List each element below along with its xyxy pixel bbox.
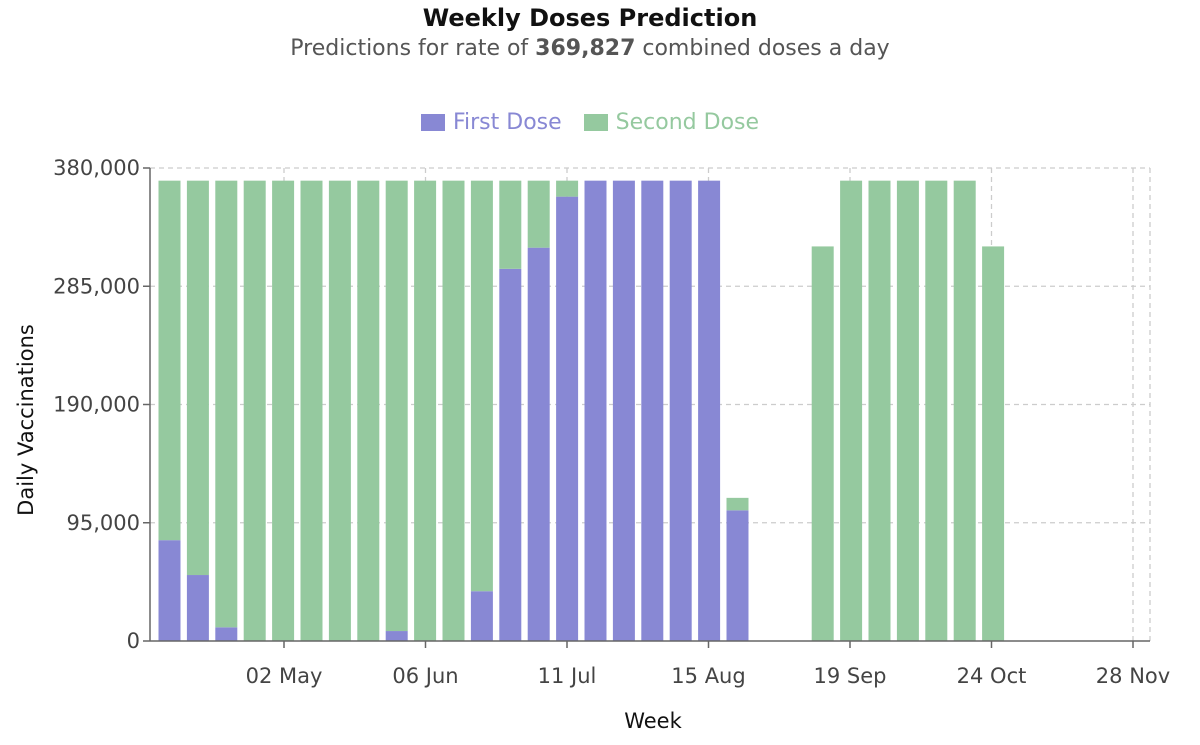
x-tick-label: 19 Sep: [814, 664, 887, 688]
subtitle-suffix: combined doses a day: [642, 36, 890, 61]
bar-second-dose[interactable]: [300, 180, 323, 641]
y-tick-label: 190,000: [53, 393, 140, 417]
subtitle-prefix: Predictions for rate of: [290, 36, 529, 61]
bar-second-dose[interactable]: [925, 180, 948, 641]
y-tick-label: 285,000: [53, 274, 140, 298]
y-axis-label: Daily Vaccinations: [14, 324, 38, 516]
bar-second-dose[interactable]: [896, 180, 919, 641]
bar-first-dose[interactable]: [215, 627, 238, 641]
legend-item-first-dose[interactable]: First Dose: [420, 110, 562, 135]
x-tick-label: 28 Nov: [1096, 664, 1170, 688]
bar-second-dose[interactable]: [527, 180, 550, 248]
x-axis-label: Week: [624, 709, 682, 733]
bar-second-dose[interactable]: [470, 180, 493, 592]
bar-first-dose[interactable]: [499, 268, 522, 641]
axes: 0 95,000 190,000 285,000 380,000 02 May 06 Jun…: [53, 156, 1170, 688]
bar-first-dose[interactable]: [641, 180, 664, 641]
bar-first-dose[interactable]: [470, 591, 493, 641]
bar-second-dose[interactable]: [272, 180, 295, 641]
bar-second-dose[interactable]: [953, 180, 976, 641]
bar-first-dose[interactable]: [186, 575, 209, 641]
bar-first-dose[interactable]: [669, 180, 692, 641]
bar-second-dose[interactable]: [556, 180, 579, 197]
chart-legend: First Dose Second Dose: [0, 110, 1180, 135]
legend-item-second-dose[interactable]: Second Dose: [583, 110, 760, 135]
y-tick-label: 380,000: [53, 156, 140, 180]
x-tick-label: 02 May: [246, 664, 323, 688]
bar-second-dose[interactable]: [811, 246, 834, 641]
x-tick-label: 11 Jul: [538, 664, 597, 688]
chart-subtitle: Predictions for rate of 369,827 combined…: [0, 36, 1180, 61]
legend-label-second-dose: Second Dose: [615, 110, 760, 135]
chart-title: Weekly Doses Prediction: [422, 4, 758, 32]
bar-second-dose[interactable]: [243, 180, 266, 641]
bar-first-dose[interactable]: [698, 180, 721, 641]
bar-second-dose[interactable]: [186, 180, 209, 576]
bar-first-dose[interactable]: [158, 540, 181, 641]
legend-swatch-second-dose: [583, 114, 608, 131]
x-tick-label: 15 Aug: [671, 664, 745, 688]
subtitle-rate-value: 369,827: [535, 36, 636, 61]
y-tick-label: 0: [127, 629, 140, 653]
bar-second-dose[interactable]: [982, 246, 1005, 641]
bar-second-dose[interactable]: [385, 180, 408, 632]
bar-second-dose[interactable]: [499, 180, 522, 269]
bar-first-dose[interactable]: [612, 180, 635, 641]
x-tick-label: 24 Oct: [957, 664, 1027, 688]
bar-first-dose[interactable]: [527, 247, 550, 642]
bar-second-dose[interactable]: [215, 180, 238, 628]
y-tick-label: 95,000: [67, 511, 140, 535]
bar-first-dose[interactable]: [556, 196, 579, 641]
bars: [158, 180, 1005, 642]
bar-second-dose[interactable]: [357, 180, 380, 641]
legend-label-first-dose: First Dose: [452, 110, 562, 135]
bar-second-dose[interactable]: [442, 180, 465, 641]
bar-first-dose[interactable]: [584, 180, 607, 641]
bar-second-dose[interactable]: [414, 180, 437, 641]
bar-second-dose[interactable]: [158, 180, 181, 541]
bar-first-dose[interactable]: [385, 631, 408, 641]
bar-second-dose[interactable]: [328, 180, 351, 641]
legend-swatch-first-dose: [420, 114, 445, 131]
bar-first-dose[interactable]: [726, 510, 749, 641]
bar-second-dose[interactable]: [726, 497, 749, 511]
bar-second-dose[interactable]: [840, 180, 863, 641]
bar-second-dose[interactable]: [868, 180, 891, 641]
x-tick-label: 06 Jun: [392, 664, 458, 688]
